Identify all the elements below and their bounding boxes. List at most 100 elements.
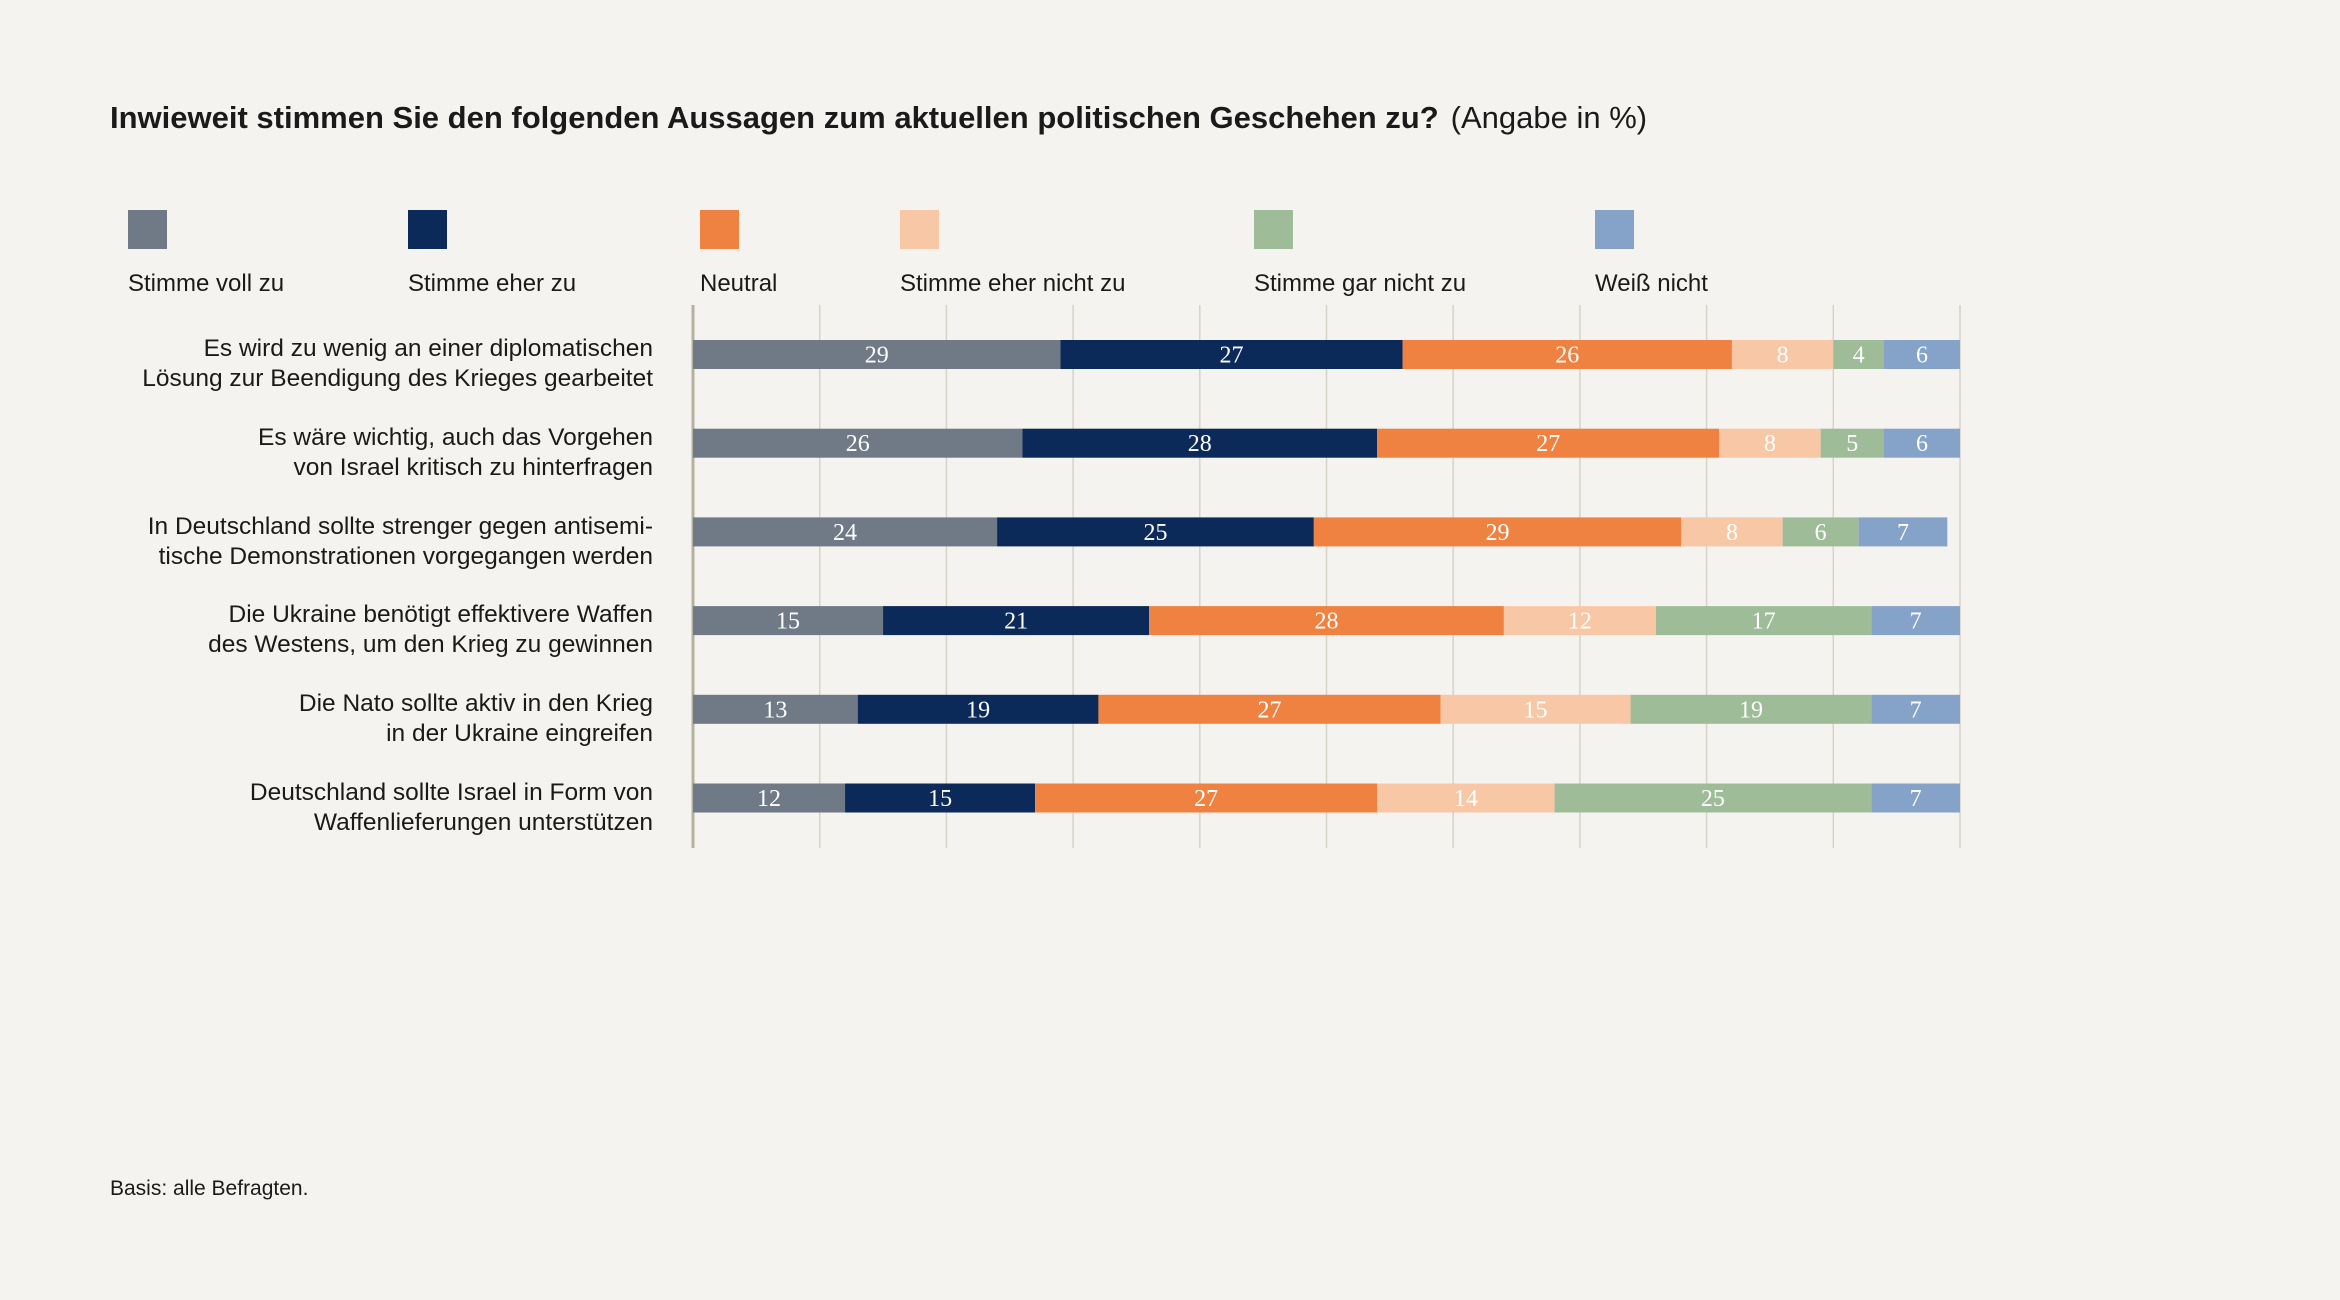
bar-segment (1655, 606, 1872, 636)
row-label-line: Es wäre wichtig, auch das Vorgehen (258, 424, 653, 451)
row-label-line: Es wird zu wenig an einer diplomatischen (203, 335, 653, 362)
bar-segment (1820, 428, 1884, 458)
legend-swatch (1595, 210, 1634, 249)
bar-value-label: 28 (1188, 431, 1212, 457)
bar-segment (1871, 694, 1960, 724)
bar-value-label: 8 (1726, 520, 1738, 546)
bar-segment (1731, 340, 1834, 369)
bar-value-label: 7 (1910, 697, 1922, 723)
bar-value-label: 15 (928, 786, 952, 812)
bar-segment (1883, 340, 1960, 369)
bar-value-label: 27 (1536, 431, 1560, 457)
bar-value-label: 29 (865, 343, 889, 369)
bar-value-label: 26 (846, 431, 870, 457)
bar-value-label: 8 (1777, 343, 1789, 369)
bar-segment (1022, 428, 1378, 458)
bar-segment (997, 517, 1314, 547)
legend-item-stimme-eher-zu: Stimme eher zu (408, 210, 576, 298)
bar-value-label: 5 (1846, 431, 1858, 457)
bar-value-label: 6 (1815, 520, 1827, 546)
chart-title: Inwieweit stimmen Sie den folgenden Auss… (110, 100, 1439, 135)
bar-value-label: 12 (757, 786, 781, 812)
row-label-line: In Deutschland sollte strenger gegen ant… (147, 513, 653, 540)
bar-value-label: 28 (1315, 609, 1339, 635)
bar-segment (693, 340, 1061, 369)
row-label-line: Waffenlieferungen unterstützen (313, 809, 653, 836)
bar-value-label: 27 (1219, 343, 1243, 369)
bar-segment (1883, 428, 1960, 458)
legend-swatch (900, 210, 939, 249)
bar-segment (1060, 340, 1403, 369)
bar-value-label: 6 (1916, 431, 1928, 457)
row-label-line: in der Ukraine eingreifen (386, 720, 653, 747)
row-label-line: Lösung zur Beendigung des Krieges gearbe… (142, 365, 653, 392)
bar-value-label: 8 (1764, 431, 1776, 457)
bar-segment (1035, 783, 1378, 813)
row-label: In Deutschland sollte strenger gegen ant… (13, 512, 653, 572)
legend-item-neutral: Neutral (700, 210, 777, 298)
bar-segment (1782, 517, 1859, 547)
legend-label: Stimme voll zu (128, 270, 285, 297)
bar-segment (1503, 606, 1656, 636)
bar-segment (1440, 694, 1631, 724)
bar-segment (1719, 428, 1821, 458)
row-label: Deutschland sollte Israel in Form von Wa… (13, 778, 653, 838)
bar-value-label: 7 (1897, 520, 1909, 546)
bar-value-label: 17 (1752, 609, 1776, 635)
bar-segment (1402, 340, 1732, 369)
row-label: Es wird zu wenig an einer diplomatischen… (13, 334, 653, 394)
row-label-line: Die Ukraine benötigt effektivere Waffen (228, 601, 653, 628)
legend-swatch (1254, 210, 1293, 249)
bar-segment (1833, 340, 1884, 369)
bar-segment (845, 783, 1036, 813)
bar-value-label: 6 (1916, 343, 1928, 369)
row-label-line: des Westens, um den Krieg zu gewinnen (208, 631, 653, 658)
bar-value-label: 15 (1524, 697, 1548, 723)
row-label-line: Die Nato sollte aktiv in den Krieg (298, 690, 653, 717)
bar-value-label: 21 (1004, 609, 1028, 635)
legend-swatch (408, 210, 447, 249)
row-label: Es wäre wichtig, auch das Vorgehen von I… (13, 423, 653, 483)
bar-segment (1149, 606, 1504, 636)
bar-segment (1098, 694, 1441, 724)
bar-segment (693, 694, 858, 724)
bar-value-label: 26 (1555, 343, 1579, 369)
gridlines (691, 305, 1961, 848)
row-label-line: Deutschland sollte Israel in Form von (249, 779, 653, 806)
bar-value-label: 12 (1568, 609, 1592, 635)
legend-label: Stimme gar nicht zu (1254, 270, 1467, 297)
bar-segment (1871, 783, 1960, 813)
legend-item-stimme-eher-nicht-zu: Stimme eher nicht zu (900, 210, 1125, 298)
legend-label: Weiß nicht (1595, 270, 1708, 297)
bar-segment (1554, 783, 1872, 813)
bar-value-label: 25 (1701, 786, 1725, 812)
bar-segment (883, 606, 1150, 636)
legend-item-weiss-nicht: Weiß nicht (1595, 210, 1708, 298)
bar-value-label: 7 (1910, 786, 1922, 812)
bar-segment (1313, 517, 1682, 547)
legend-label: Stimme eher nicht zu (900, 270, 1126, 297)
bar-segment (1858, 517, 1948, 547)
row-label-line: tische Demonstrationen vorgegangen werde… (158, 543, 653, 570)
legend-label: Neutral (700, 270, 778, 297)
bars: 29 27 26 8 4 6 26 28 27 8 5 6 24 25 29 8 6 7 15 21 28 12 17 7 13… (693, 340, 1960, 813)
legend-swatch (700, 210, 739, 249)
legend-swatch (128, 210, 167, 249)
bar-value-label: 13 (763, 697, 787, 723)
bar-segment (1681, 517, 1783, 547)
row-label: Die Nato sollte aktiv in den Krieg in de… (13, 689, 653, 749)
bar-segment (693, 517, 998, 547)
legend-item-stimme-voll-zu: Stimme voll zu (128, 210, 284, 298)
bar-segment (693, 606, 884, 636)
bar-value-label: 19 (966, 697, 990, 723)
row-label: Die Ukraine benötigt effektivere Waffen … (13, 600, 653, 660)
bar-segment (1630, 694, 1872, 724)
footnote: Basis: alle Befragten. (110, 1177, 309, 1200)
bar-segment (1871, 606, 1960, 636)
legend-item-stimme-gar-nicht-zu: Stimme gar nicht zu (1254, 210, 1466, 298)
bar-segment (1377, 428, 1720, 458)
bar-segment (693, 428, 1023, 458)
bar-value-label: 14 (1454, 786, 1478, 812)
bar-value-label: 7 (1910, 609, 1922, 635)
